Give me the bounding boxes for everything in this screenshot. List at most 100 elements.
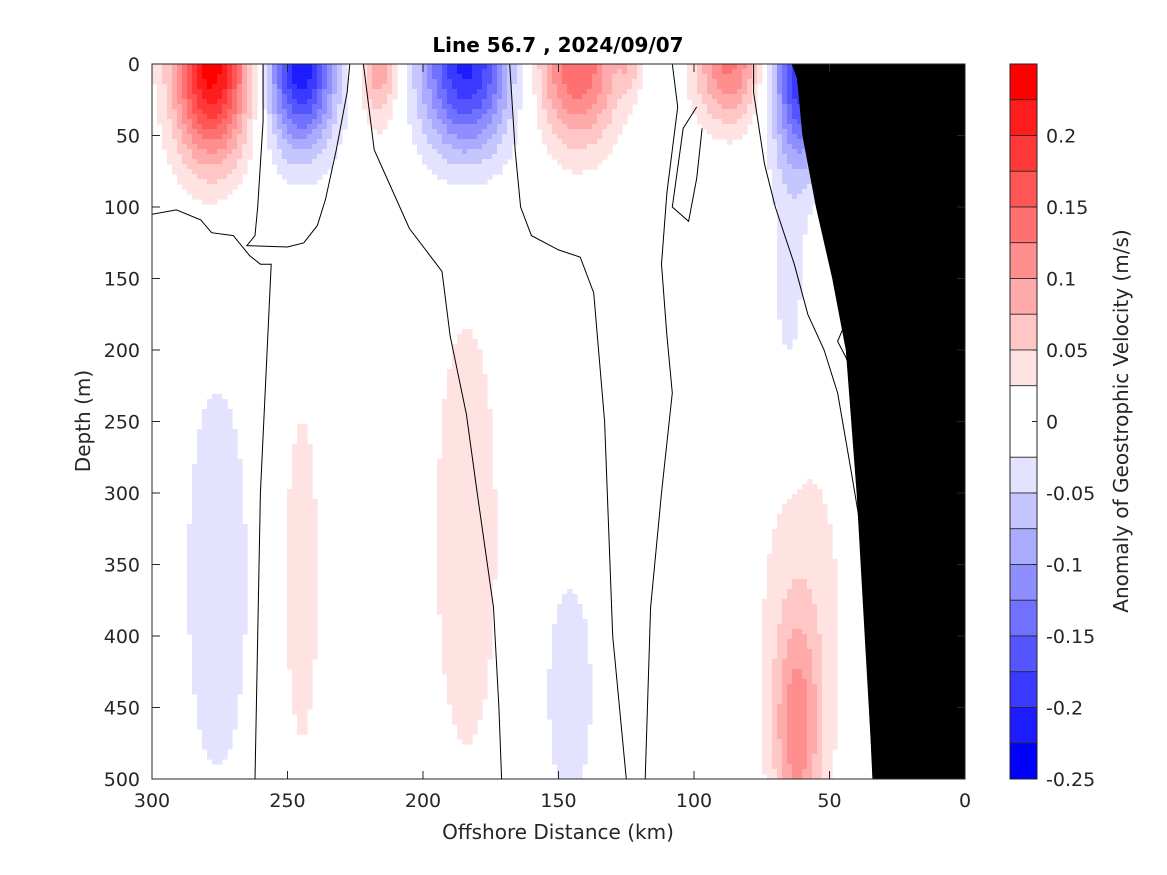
field-cell — [467, 514, 473, 520]
field-cell — [182, 64, 188, 70]
field-cell — [832, 569, 838, 575]
field-cell — [557, 644, 563, 650]
field-cell — [792, 554, 798, 560]
field-cell — [797, 139, 803, 145]
field-cell — [767, 649, 773, 655]
field-cell — [457, 74, 463, 80]
field-cell — [727, 124, 733, 130]
field-cell — [307, 449, 313, 455]
field-cell — [792, 494, 798, 500]
field-cell — [507, 109, 513, 115]
field-cell — [477, 414, 483, 420]
field-cell — [292, 489, 298, 495]
field-cell — [787, 654, 793, 660]
field-cell — [777, 299, 783, 305]
field-cell — [587, 94, 593, 100]
field-cell — [302, 94, 308, 100]
field-cell — [467, 589, 473, 595]
field-cell — [827, 549, 833, 555]
field-cell — [802, 214, 808, 220]
field-cell — [782, 274, 788, 280]
field-cell — [312, 519, 318, 525]
field-cell — [552, 154, 558, 160]
field-cell — [487, 414, 493, 420]
field-cell — [567, 649, 573, 655]
field-cell — [242, 104, 248, 110]
field-cell — [477, 489, 483, 495]
field-cell — [472, 434, 478, 440]
field-cell — [792, 319, 798, 325]
field-cell — [422, 119, 428, 125]
field-cell — [587, 64, 593, 70]
field-cell — [187, 624, 193, 630]
field-cell — [327, 79, 333, 85]
field-cell — [457, 359, 463, 365]
field-cell — [287, 164, 293, 170]
field-cell — [462, 354, 468, 360]
field-cell — [787, 549, 793, 555]
field-cell — [807, 579, 813, 585]
field-cell — [227, 79, 233, 85]
field-cell — [217, 174, 223, 180]
field-cell — [817, 614, 823, 620]
field-cell — [517, 94, 523, 100]
field-cell — [582, 104, 588, 110]
field-cell — [297, 429, 303, 435]
field-cell — [782, 529, 788, 535]
field-cell — [792, 164, 798, 170]
field-cell — [292, 119, 298, 125]
field-cell — [477, 674, 483, 680]
field-cell — [792, 119, 798, 125]
field-cell — [292, 464, 298, 470]
field-cell — [367, 99, 373, 105]
field-cell — [467, 509, 473, 515]
field-cell — [442, 119, 448, 125]
field-cell — [772, 159, 778, 165]
field-cell — [472, 429, 478, 435]
field-cell — [447, 619, 453, 625]
field-cell — [367, 94, 373, 100]
field-cell — [287, 649, 293, 655]
field-cell — [567, 604, 573, 610]
field-cell — [217, 489, 223, 495]
field-cell — [487, 164, 493, 170]
field-cell — [502, 154, 508, 160]
field-cell — [242, 169, 248, 175]
field-cell — [572, 599, 578, 605]
field-cell — [232, 589, 238, 595]
field-cell — [492, 144, 498, 150]
field-cell — [297, 669, 303, 675]
field-cell — [792, 524, 798, 530]
field-cell — [202, 519, 208, 525]
field-cell — [482, 649, 488, 655]
field-cell — [227, 74, 233, 80]
field-cell — [222, 189, 228, 195]
field-cell — [737, 69, 743, 75]
field-cell — [467, 564, 473, 570]
field-cell — [307, 644, 313, 650]
field-cell — [467, 644, 473, 650]
field-cell — [222, 124, 228, 130]
field-cell — [212, 404, 218, 410]
field-cell — [232, 179, 238, 185]
field-cell — [432, 109, 438, 115]
field-cell — [237, 69, 243, 75]
field-cell — [622, 119, 628, 125]
field-cell — [202, 484, 208, 490]
field-cell — [457, 644, 463, 650]
field-cell — [442, 589, 448, 595]
field-cell — [427, 114, 433, 120]
field-cell — [237, 484, 243, 490]
field-cell — [447, 664, 453, 670]
field-cell — [282, 69, 288, 75]
field-cell — [487, 644, 493, 650]
field-cell — [442, 459, 448, 465]
field-cell — [222, 674, 228, 680]
field-cell — [502, 99, 508, 105]
field-cell — [282, 74, 288, 80]
field-cell — [817, 639, 823, 645]
field-cell — [297, 674, 303, 680]
field-cell — [477, 634, 483, 640]
field-cell — [622, 114, 628, 120]
field-cell — [292, 144, 298, 150]
